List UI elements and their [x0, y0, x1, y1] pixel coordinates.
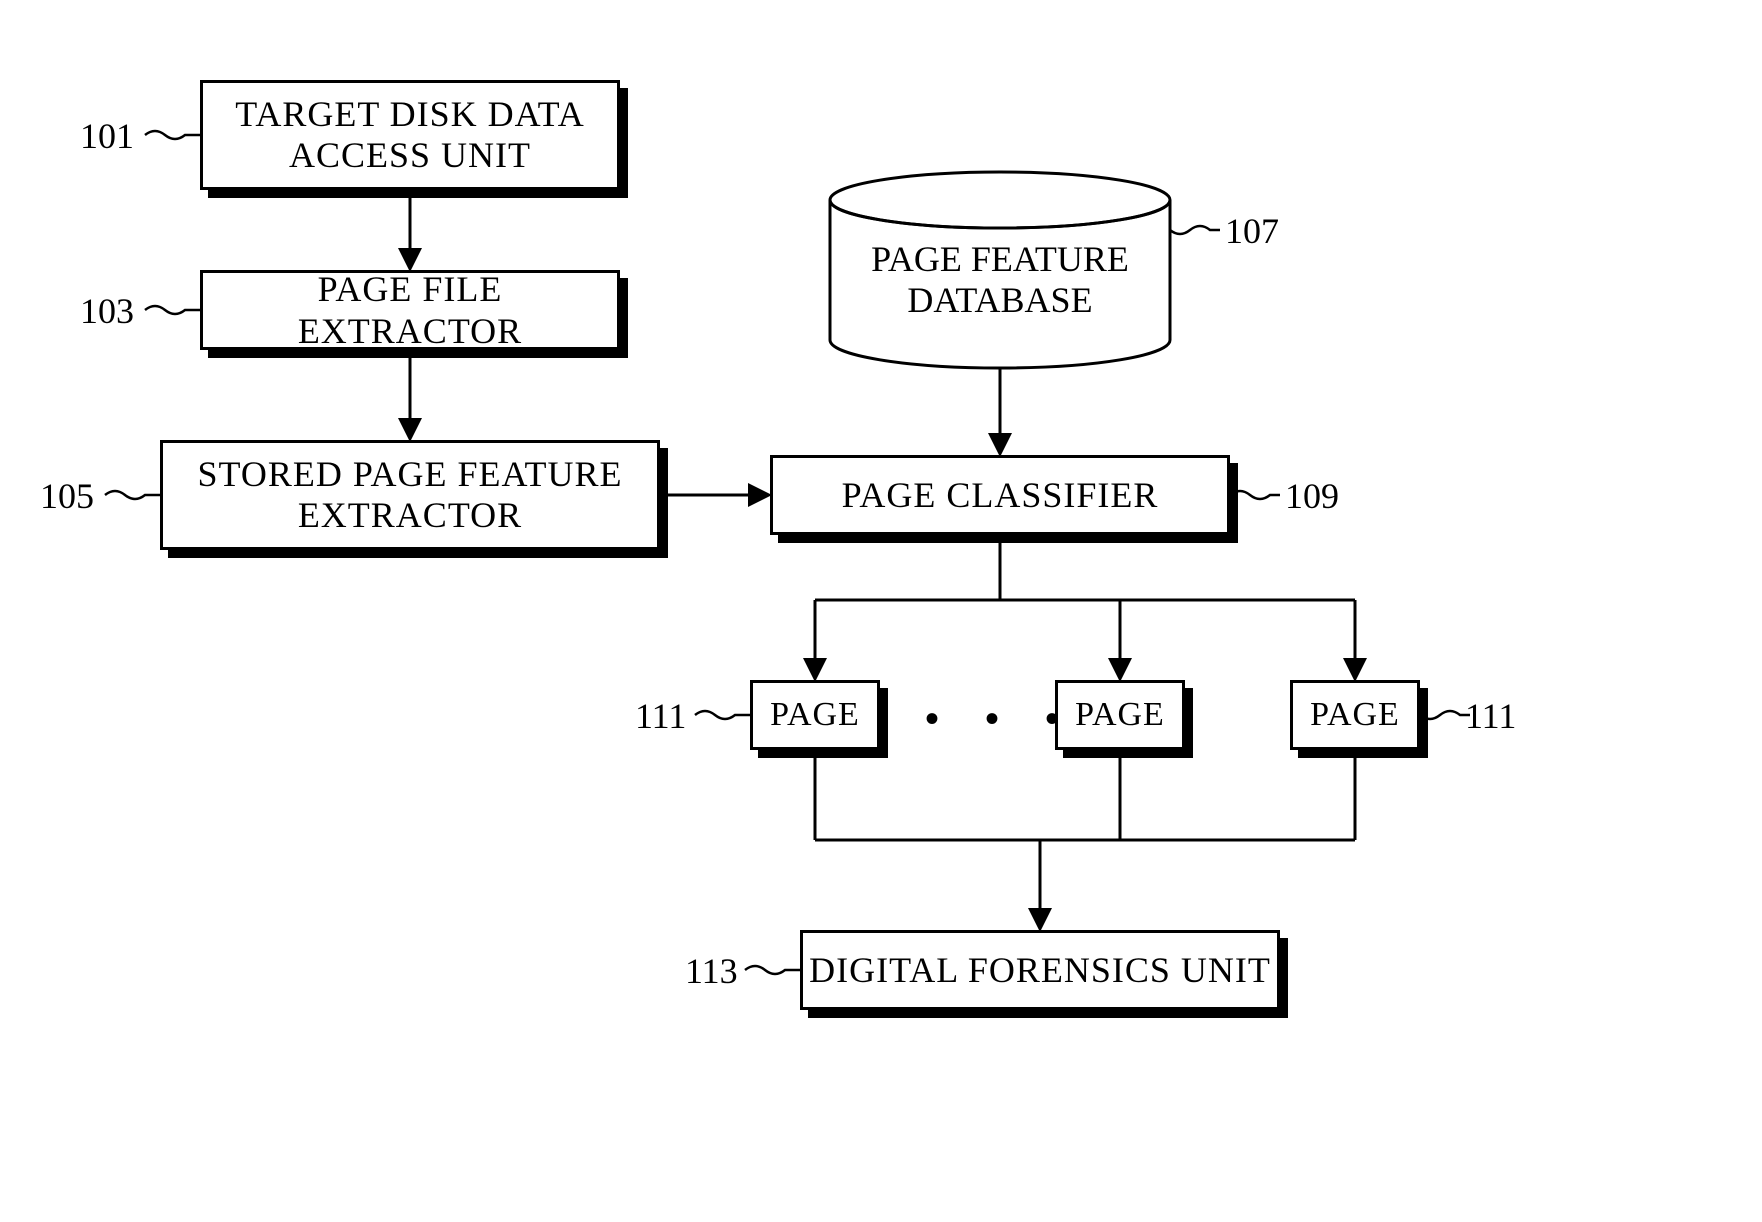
node-page-feature-database: PAGE FEATURE DATABASE — [830, 225, 1170, 335]
ref-103: 103 — [80, 290, 134, 332]
node-label: PAGE — [1310, 696, 1400, 734]
node-page-2: PAGE — [1055, 680, 1185, 750]
node-label: STORED PAGE FEATURE EXTRACTOR — [197, 454, 622, 537]
node-label: PAGE FILE EXTRACTOR — [203, 268, 617, 352]
node-stored-page-feature-extractor: STORED PAGE FEATURE EXTRACTOR — [160, 440, 660, 550]
node-page-1: PAGE — [750, 680, 880, 750]
ref-101: 101 — [80, 115, 134, 157]
ref-111-right: 111 — [1465, 695, 1516, 737]
node-page-3: PAGE — [1290, 680, 1420, 750]
ref-107: 107 — [1225, 210, 1279, 252]
node-label: TARGET DISK DATA ACCESS UNIT — [235, 94, 585, 177]
ref-105: 105 — [40, 475, 94, 517]
ref-109: 109 — [1285, 475, 1339, 517]
ref-111-left: 111 — [635, 695, 686, 737]
node-label: DIGITAL FORENSICS UNIT — [809, 949, 1271, 991]
ref-113: 113 — [685, 950, 738, 992]
node-label: PAGE FEATURE DATABASE — [871, 239, 1129, 322]
node-page-file-extractor: PAGE FILE EXTRACTOR — [200, 270, 620, 350]
node-label: PAGE — [770, 696, 860, 734]
node-target-disk-data-access-unit: TARGET DISK DATA ACCESS UNIT — [200, 80, 620, 190]
node-label: PAGE — [1075, 696, 1165, 734]
node-label: PAGE CLASSIFIER — [842, 474, 1159, 516]
node-digital-forensics-unit: DIGITAL FORENSICS UNIT — [800, 930, 1280, 1010]
node-page-classifier: PAGE CLASSIFIER — [770, 455, 1230, 535]
